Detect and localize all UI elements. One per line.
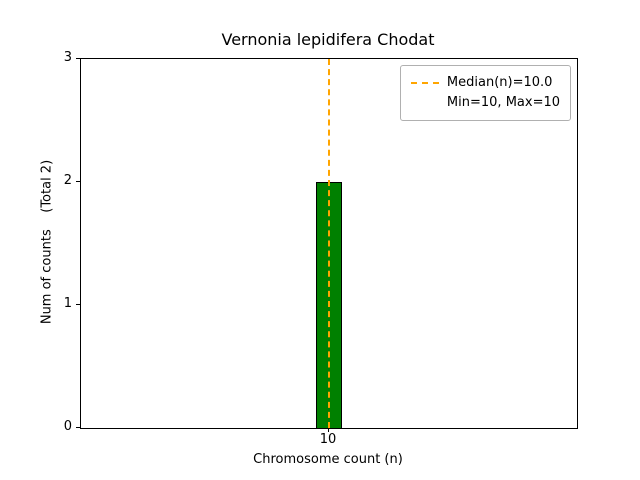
y-tick-mark <box>76 181 80 182</box>
median-line <box>328 59 330 428</box>
legend: Median(n)=10.0 Min=10, Max=10 <box>399 65 571 122</box>
plot-area: Median(n)=10.0 Min=10, Max=10 <box>80 58 578 429</box>
y-tick-label: 0 <box>63 419 72 434</box>
y-tick-label: 3 <box>63 50 72 65</box>
legend-entry-minmax: Min=10, Max=10 <box>411 93 560 113</box>
x-tick-label: 10 <box>319 432 337 447</box>
y-tick-mark <box>76 304 80 305</box>
median-line-swatch-icon <box>410 82 439 85</box>
y-tick-label: 1 <box>63 296 72 311</box>
legend-swatch-spacer <box>411 102 439 104</box>
legend-label-median: Median(n)=10.0 <box>446 75 553 90</box>
y-tick-mark <box>76 427 80 428</box>
legend-entry-median: Median(n)=10.0 <box>410 73 560 93</box>
chart-title: Vernonia lepidifera Chodat <box>221 30 435 49</box>
x-axis-label: Chromosome count (n) <box>253 452 403 467</box>
y-tick-label: 2 <box>63 173 72 188</box>
x-tick-mark <box>328 428 329 432</box>
legend-label-minmax: Min=10, Max=10 <box>446 95 560 111</box>
y-tick-mark <box>76 58 80 59</box>
